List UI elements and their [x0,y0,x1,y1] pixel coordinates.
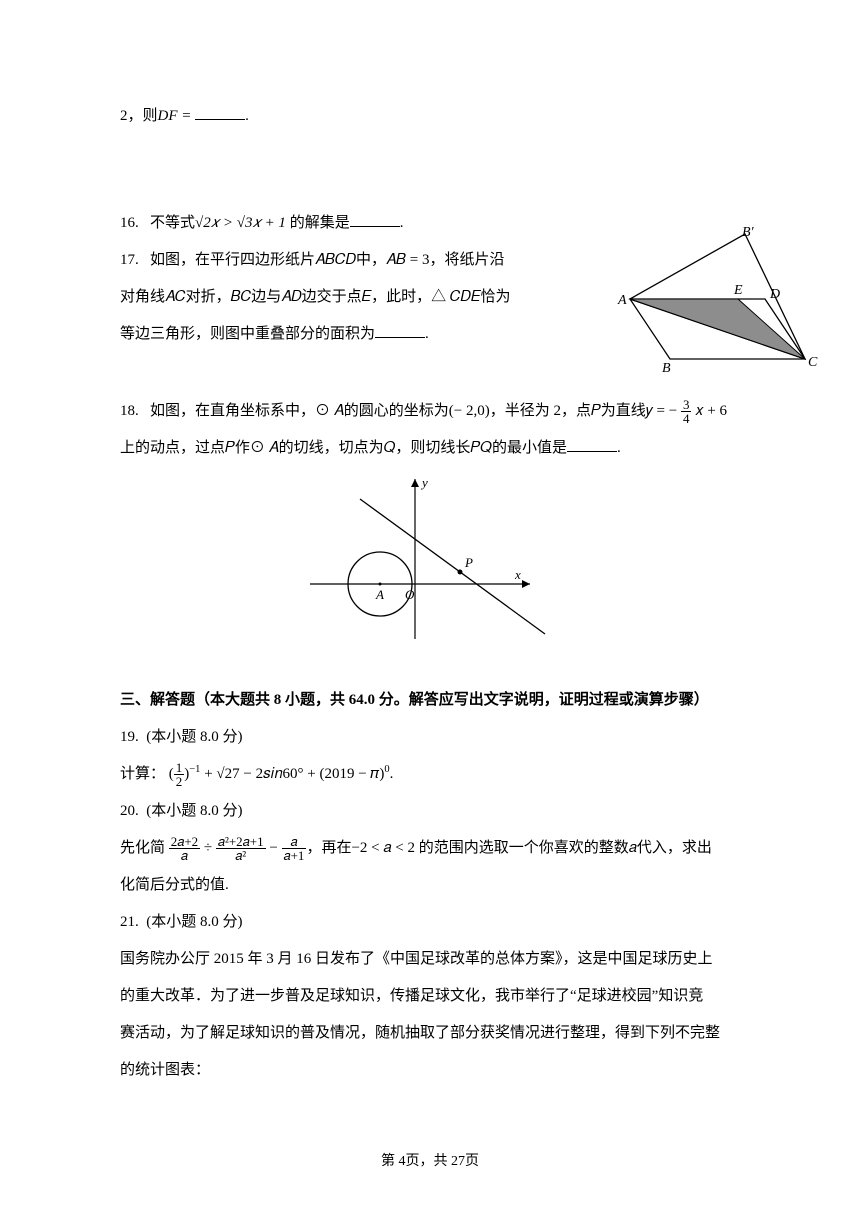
section3-head: 三、解答题（本大题共 8 小题，共 64.0 分。解答应写出文字说明，证明过程或… [120,684,740,717]
q17-l1: 如图，在平行四边形纸片𝐴𝐵𝐶𝐷中，𝐴𝐵 = 3，将纸片沿 [150,252,504,268]
q20-body1: 先化简 2𝑎+2𝑎 ÷ 𝑎²+2𝑎+1𝑎² − 𝑎𝑎+1，再在−2 < 𝑎 < … [120,832,740,865]
q21-head: 21. (本小题 8.0 分) [120,906,740,939]
q21-p1: 国务院办公厅 2015 年 3 月 16 日发布了《中国足球改革的总体方案》，这… [120,943,740,976]
q15-blank [195,105,245,120]
q20-f2: 𝑎²+2𝑎+1𝑎² [216,835,266,862]
q16-blank [350,212,400,227]
q18-num: 18. [120,395,139,428]
q18-frac-den: 4 [681,412,692,425]
q18-label-P: P [464,555,473,570]
q19-num: 19. [120,721,139,754]
q20-f2d: 𝑎² [216,849,266,862]
q19-pts: (本小题 8.0 分) [146,729,242,745]
q21-p3: 赛活动，为了解足球知识的普及情况，随机抽取了部分获奖情况进行整理，得到下列不完整 [120,1017,740,1050]
q20-op2: − [266,840,282,856]
footer-cur: 4 [399,1154,406,1169]
q16-ineq: √2𝑥 > √3𝑥 + 1 [195,215,286,231]
footer-pre: 第 [381,1154,399,1169]
page-footer: 第 4页，共 27页 [0,1147,860,1178]
q19-head: 19. (本小题 8.0 分) [120,721,740,754]
q16-a: 不等式 [150,215,195,231]
q20-f1n: 2𝑎+2 [169,835,200,849]
q18-label-O: O [405,587,415,602]
q18-label-A: A [375,587,384,602]
q20-f3: 𝑎𝑎+1 [282,835,307,862]
q17-blank [375,323,425,338]
q17-label-C: C [808,355,818,370]
q19-ed: . [390,766,394,782]
q18: 18. 如图，在直角坐标系中，⊙ 𝐴的圆心的坐标为(− 2,0)，半径为 2，点… [120,395,740,649]
q17-post: . [425,326,429,342]
q18-post: . [617,440,621,456]
q21-pts: (本小题 8.0 分) [146,914,242,930]
q21-num: 21. [120,906,139,939]
q20-label: 先化简 [120,840,165,856]
q18-l1a: 如图，在直角坐标系中，⊙ 𝐴的圆心的坐标为(− 2,0)，半径为 2，点𝑃为直线… [150,403,677,419]
q19-f1d: 2 [174,775,185,788]
q19-sup1: −1 [189,764,200,775]
q18-frac: 3 4 [681,398,692,425]
q20-f1: 2𝑎+2𝑎 [169,835,200,862]
q20-f1d: 𝑎 [169,849,200,862]
q17-l2: 对角线𝐴𝐶对折，𝐵𝐶边与𝐴𝐷边交于点𝐸，此时，△ 𝐶𝐷𝐸恰为 [120,289,511,305]
q18-label-x: x [514,567,521,582]
q20-op1: ÷ [200,840,216,856]
q17-label-E: E [733,283,743,298]
q15-pre: 2，则 [120,108,158,124]
footer-mid: 页，共 [406,1154,452,1169]
q18-label-y: y [420,475,428,490]
q20-f2n: 𝑎²+2𝑎+1 [216,835,266,849]
q17-label-D: D [769,287,780,302]
q18-blank [567,437,617,452]
q18-l1b: 𝑥 + 6 [691,403,727,419]
q20-f3d: 𝑎+1 [282,849,307,862]
q19-ec: + √27 − 2𝑠𝑖𝑛60° + (2019 − 𝜋) [200,766,384,782]
q16-b: 的解集是 [286,215,350,231]
footer-suf: 页 [465,1154,479,1169]
q20-pts: (本小题 8.0 分) [146,803,242,819]
q19-body: 计算： (12)−1 + √27 − 2𝑠𝑖𝑛60° + (2019 − 𝜋)0… [120,758,740,791]
q17-label-Bp: B′ [742,225,755,240]
q17-label-A: A [617,293,627,308]
q21-p4: 的统计图表： [120,1054,740,1087]
q20-mid: ，再在−2 < 𝑎 < 2 的范围内选取一个你喜欢的整数𝑎代入，求出 [306,840,711,856]
q19-f1n: 1 [174,761,185,775]
q16-post: . [400,215,404,231]
q20-body2: 化简后分式的值. [120,869,740,902]
q17-l3: 等边三角形，则图中重叠部分的面积为 [120,326,375,342]
q17-figure: A B B′ C D E [590,224,840,374]
q20-num: 20. [120,795,139,828]
q19-f1: 12 [174,761,185,788]
q15-tail: 2，则DF = . [120,100,740,133]
q20-head: 20. (本小题 8.0 分) [120,795,740,828]
q19-label: 计算： [120,766,165,782]
q17: A B B′ C D E 17. 如图，在平行四边形纸片𝐴𝐵𝐶𝐷中，𝐴𝐵 = 3… [120,244,740,351]
q17-label-B: B [662,361,671,374]
q20-f3n: 𝑎 [282,835,307,849]
footer-tot: 27 [451,1154,465,1169]
q16-num: 16. [120,207,139,240]
q21-p2: 的重大改革．为了进一步普及足球知识，传播足球文化，我市举行了“足球进校园”知识竞 [120,980,740,1013]
q18-frac-num: 3 [681,398,692,412]
q15-expr: DF = [158,108,192,124]
q18-figure: A O P x y [290,469,570,649]
q18-l2: 上的动点，过点𝑃作⊙ 𝐴的切线，切点为𝑄，则切线长𝑃𝑄的最小值是 [120,440,567,456]
q15-post: . [245,108,249,124]
q17-num: 17. [120,244,139,277]
